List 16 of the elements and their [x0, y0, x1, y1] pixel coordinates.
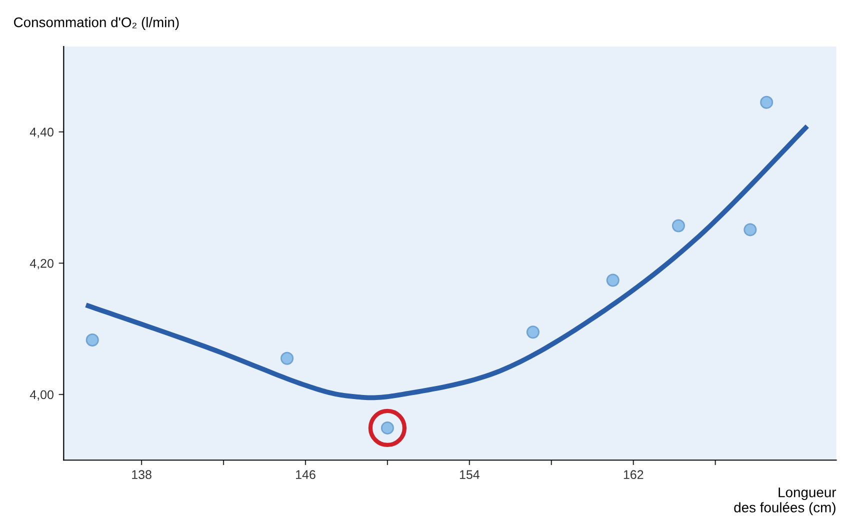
- point: [744, 223, 757, 236]
- y-tick-label: 4,00: [30, 390, 54, 401]
- point: [606, 274, 620, 287]
- point: [86, 333, 99, 346]
- point: [760, 96, 774, 109]
- point: [526, 326, 540, 339]
- y-axis-title: Consommation d'O₂ (l/min): [14, 17, 179, 30]
- y-tick-label: 4,20: [30, 258, 54, 270]
- point: [280, 352, 294, 365]
- x-axis-title: Longueur des foulées (cm): [734, 488, 836, 516]
- x-tick-label: 146: [296, 470, 316, 480]
- y-tick-label: 4,40: [30, 128, 54, 138]
- x-tick-label: 138: [132, 470, 152, 480]
- point: [672, 219, 685, 232]
- x-tick-label: 154: [460, 470, 480, 480]
- x-tick-label: 162: [624, 470, 644, 480]
